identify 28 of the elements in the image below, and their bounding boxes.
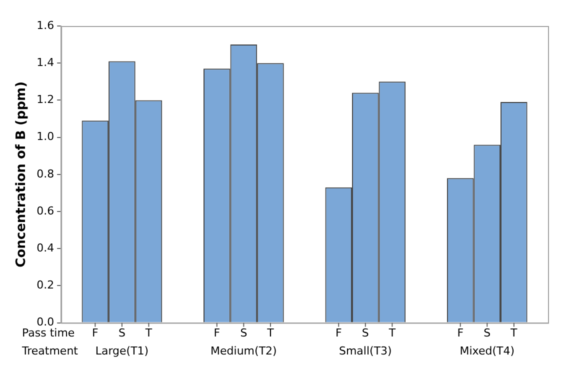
series-label: S — [118, 326, 126, 340]
y-tick-label: 1.2 — [36, 93, 54, 106]
y-tick-label: 1.4 — [36, 56, 54, 69]
text: F — [214, 326, 220, 340]
text: T — [267, 326, 274, 340]
series-label: F — [92, 326, 98, 340]
text: Pass time — [22, 326, 75, 340]
x-tick-label: Large(T1) — [95, 344, 149, 358]
y-tick-label: 1.0 — [36, 130, 54, 144]
x-axis-title: Treatment — [21, 344, 79, 358]
text: T — [388, 326, 396, 340]
y-axis-title: Concentration of B (ppm) — [14, 81, 30, 268]
text: T — [510, 326, 518, 340]
y-tick-label: 0.8 — [36, 167, 54, 180]
y-tick-label: 0.6 — [36, 204, 54, 218]
x-tick-label: Medium(T2) — [210, 344, 277, 358]
y-tick-label: 0.0 — [36, 316, 54, 329]
y-tick-label: 0.4 — [36, 241, 54, 254]
text: S — [240, 326, 248, 340]
series-label: T — [144, 326, 152, 340]
text: S — [484, 326, 491, 340]
y-tick-label: 1.6 — [36, 18, 54, 32]
x-tick-label: Small(T3) — [338, 344, 392, 358]
text: F — [335, 326, 342, 340]
text: F — [457, 326, 464, 340]
x-tick-label: Mixed(T4) — [460, 344, 515, 358]
text: S — [362, 326, 369, 340]
y-tick-label: 0.2 — [36, 278, 54, 292]
